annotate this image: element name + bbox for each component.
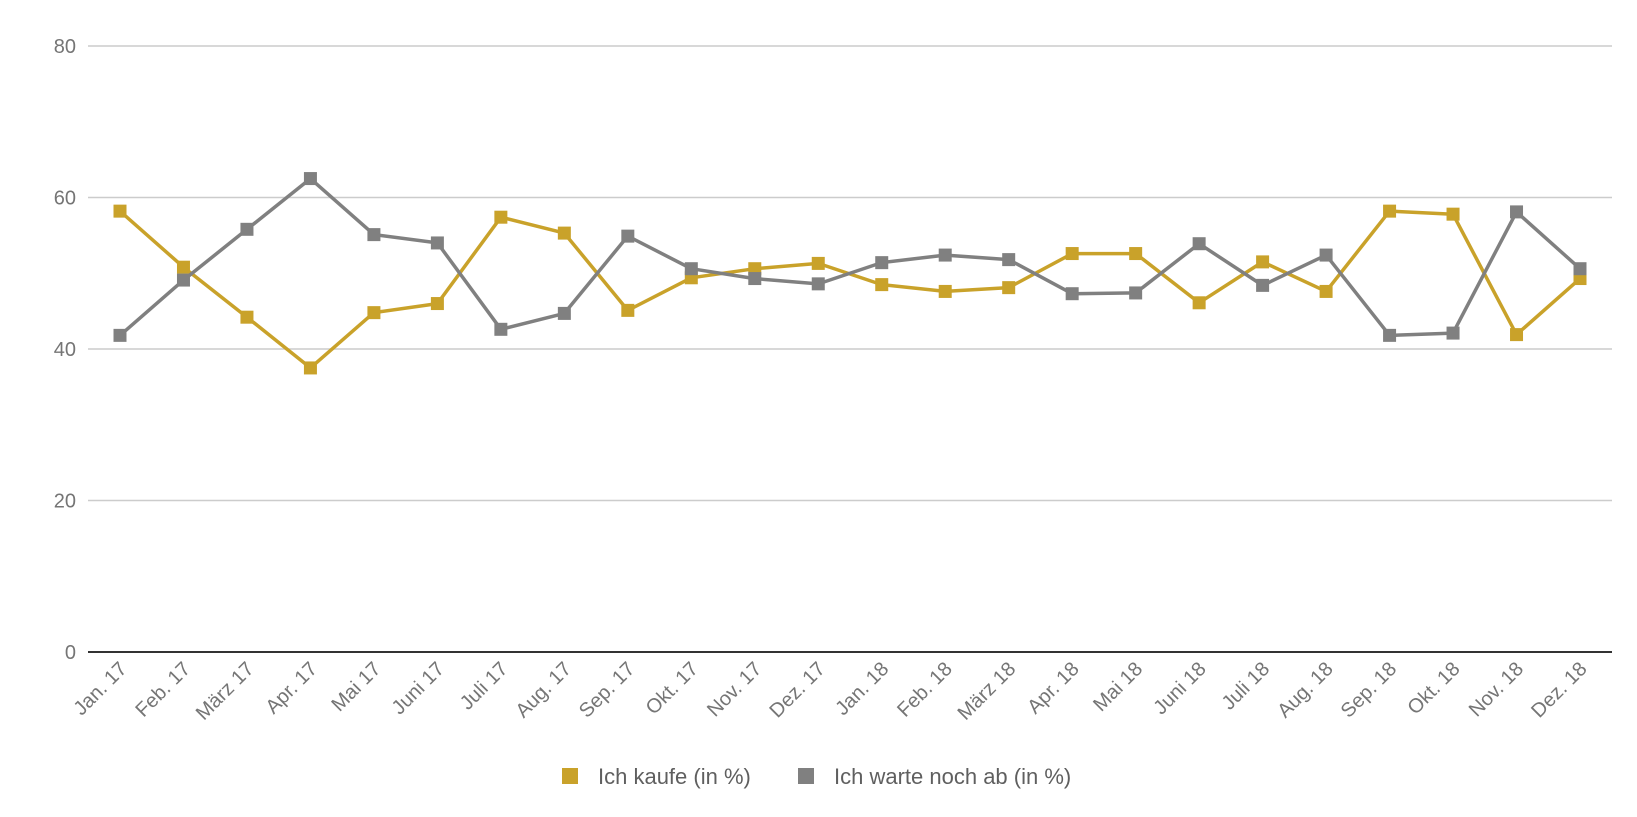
data-point bbox=[557, 306, 571, 320]
data-point bbox=[367, 228, 381, 242]
x-tick-label: Nov. 17 bbox=[703, 658, 766, 721]
data-point bbox=[748, 272, 762, 286]
y-axis-tick-labels: 0 20 40 60 80 bbox=[54, 36, 76, 664]
data-point bbox=[176, 273, 190, 287]
x-tick-label: Apr. 17 bbox=[262, 658, 322, 718]
data-point bbox=[1256, 255, 1270, 269]
data-point bbox=[494, 210, 508, 224]
data-point bbox=[748, 262, 762, 276]
data-point bbox=[367, 306, 381, 320]
y-tick-label: 80 bbox=[54, 36, 76, 58]
y-tick-label: 40 bbox=[54, 339, 76, 361]
data-point bbox=[621, 229, 635, 243]
data-point bbox=[684, 262, 698, 276]
data-point bbox=[875, 278, 889, 292]
data-point bbox=[1510, 328, 1524, 342]
data-point bbox=[113, 328, 127, 342]
x-tick-label: Juni 17 bbox=[388, 658, 449, 719]
legend-label-1: Ich warte noch ab (in %) bbox=[834, 764, 1071, 789]
data-point bbox=[1065, 247, 1079, 261]
series-line-1 bbox=[118, 176, 1582, 338]
x-tick-label: Feb. 18 bbox=[893, 658, 957, 722]
data-point bbox=[1065, 287, 1079, 301]
x-tick-label: Sep. 18 bbox=[1337, 658, 1401, 722]
data-point bbox=[1446, 207, 1460, 221]
x-tick-label: Juli 18 bbox=[1218, 658, 1274, 714]
data-point bbox=[1129, 247, 1143, 261]
gridlines bbox=[88, 45, 1612, 653]
x-tick-label: Okt. 18 bbox=[1403, 658, 1464, 719]
data-point bbox=[494, 322, 508, 336]
legend-label-0: Ich kaufe (in %) bbox=[598, 764, 751, 789]
data-point bbox=[811, 277, 825, 291]
data-point bbox=[557, 226, 571, 240]
legend-item-0: Ich kaufe (in %) bbox=[562, 764, 751, 789]
data-point bbox=[875, 256, 889, 270]
data-point bbox=[1129, 286, 1143, 300]
x-tick-label: Dez. 17 bbox=[765, 658, 829, 722]
data-point bbox=[240, 222, 254, 236]
data-point bbox=[1573, 272, 1587, 286]
y-tick-label: 20 bbox=[54, 491, 76, 513]
y-tick-label: 60 bbox=[54, 188, 76, 210]
x-tick-label: Feb. 17 bbox=[131, 658, 195, 722]
data-point bbox=[938, 248, 952, 262]
data-point bbox=[938, 284, 952, 298]
x-tick-label: Juni 18 bbox=[1150, 658, 1211, 719]
data-point bbox=[303, 361, 317, 375]
x-tick-label: März 17 bbox=[192, 658, 259, 725]
x-tick-label: Jan. 18 bbox=[831, 658, 893, 720]
data-point bbox=[1573, 262, 1587, 276]
y-tick-label: 0 bbox=[65, 642, 76, 664]
data-point bbox=[621, 303, 635, 317]
x-tick-label: Nov. 18 bbox=[1465, 658, 1528, 721]
x-tick-label: Jan. 17 bbox=[70, 658, 132, 720]
data-point bbox=[1002, 281, 1016, 295]
data-point bbox=[176, 260, 190, 274]
data-point bbox=[240, 310, 254, 324]
series-1 bbox=[113, 172, 1587, 342]
x-tick-label: Mai 18 bbox=[1089, 658, 1147, 716]
legend: Ich kaufe (in %) Ich warte noch ab (in %… bbox=[562, 764, 1071, 789]
data-point bbox=[430, 297, 444, 311]
x-tick-label: Dez. 18 bbox=[1527, 658, 1591, 722]
x-tick-label: März 18 bbox=[954, 658, 1021, 725]
x-tick-label: Sep. 17 bbox=[575, 658, 639, 722]
data-point bbox=[811, 256, 825, 270]
x-tick-label: Aug. 18 bbox=[1273, 658, 1337, 722]
data-point bbox=[113, 204, 127, 218]
series-line-0 bbox=[118, 209, 1582, 370]
data-point bbox=[1192, 237, 1206, 251]
data-point bbox=[1510, 205, 1524, 219]
data-point bbox=[1256, 278, 1270, 292]
legend-swatch-0 bbox=[562, 768, 578, 784]
data-point bbox=[1383, 328, 1397, 342]
legend-swatch-1 bbox=[798, 768, 814, 784]
data-point bbox=[1192, 296, 1206, 310]
x-tick-label: Aug. 17 bbox=[512, 658, 576, 722]
data-point bbox=[1319, 284, 1333, 298]
data-point bbox=[1383, 204, 1397, 218]
series-lines bbox=[113, 172, 1587, 375]
data-point bbox=[1446, 326, 1460, 340]
data-point bbox=[1002, 253, 1016, 267]
data-point bbox=[303, 172, 317, 186]
x-tick-label: Okt. 17 bbox=[642, 658, 703, 719]
legend-item-1: Ich warte noch ab (in %) bbox=[798, 764, 1071, 789]
data-point bbox=[430, 236, 444, 250]
x-tick-label: Mai 17 bbox=[327, 658, 385, 716]
data-point bbox=[1319, 248, 1333, 262]
x-tick-label: Apr. 18 bbox=[1023, 658, 1083, 718]
x-tick-label: Juli 17 bbox=[456, 658, 512, 714]
